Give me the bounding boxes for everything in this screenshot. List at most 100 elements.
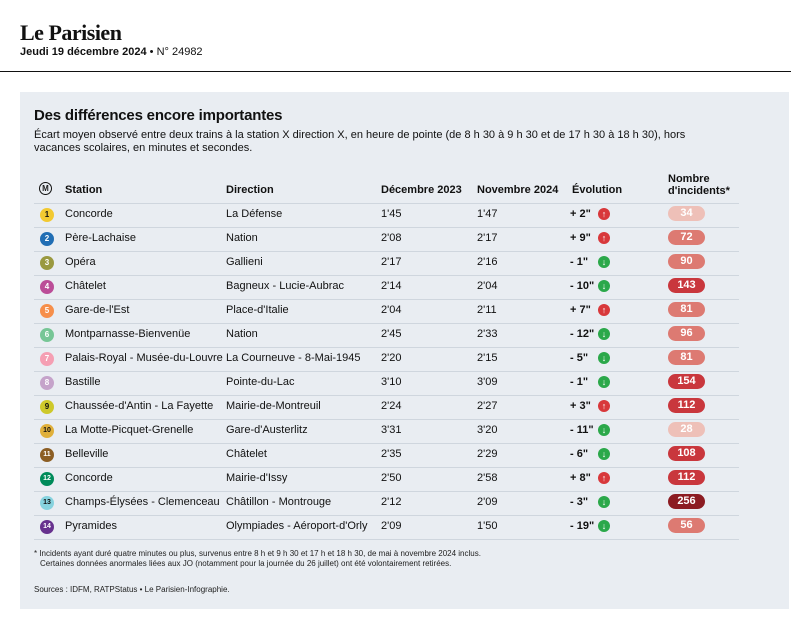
row-divider [34,539,739,540]
table-header-rule [34,203,739,204]
row-divider [34,347,739,348]
arrow-down-icon: ↓ [598,520,610,532]
table-row: 3 Opéra Gallieni 2'17 2'16 - 1" ↓ 90 [34,251,754,275]
incidents-value: 72 [668,230,705,245]
incidents-value: 256 [668,494,705,509]
line-badge: 7 [40,352,54,366]
chart-subtitle: Écart moyen observé entre deux trains à … [34,129,686,154]
dec2023-value: 2'50 [381,472,402,484]
dec2023-value: 2'08 [381,232,402,244]
station-name: Champs-Élysées - Clemenceau [65,496,220,508]
table-row: 13 Champs-Élysées - Clemenceau Châtillon -… [34,491,754,515]
line-badge: 12 [40,472,54,486]
table-row: 6 Montparnasse-Bienvenüe Nation 2'45 2'33 - 1… [34,323,754,347]
issue-number: N° 24982 [156,46,203,58]
row-divider [34,443,739,444]
incidents-value: 143 [668,278,705,293]
evolution-value: - 19" [570,520,595,532]
row-divider [34,227,739,228]
direction-name: Place-d'Italie [226,304,289,316]
nov2024-value: 2'15 [477,352,498,364]
evolution-value: + 9" [570,232,591,244]
line-badge: 2 [40,232,54,246]
incidents-value: 28 [668,422,705,437]
line-badge: 5 [40,304,54,318]
nov2024-value: 2'16 [477,256,498,268]
arrow-down-icon: ↓ [598,448,610,460]
line-badge: 3 [40,256,54,270]
row-divider [34,491,739,492]
station-name: Chaussée-d'Antin - La Fayette [65,400,214,412]
table-row: 2 Père-Lachaise Nation 2'08 2'17 + 9" ↑ 72 [34,227,754,251]
nov2024-value: 2'09 [477,496,498,508]
dec2023-value: 2'09 [381,520,402,532]
evolution-value: + 7" [570,304,591,316]
evolution-value: - 3" [570,496,589,508]
evolution-value: + 2" [570,208,591,220]
dec2023-value: 2'12 [381,496,402,508]
row-divider [34,419,739,420]
infographic-panel [20,92,789,609]
header-dec2023: Décembre 2023 [381,184,462,196]
line-badge: 10 [40,424,54,438]
dec2023-value: 3'31 [381,424,402,436]
evolution-value: - 12" [570,328,595,340]
evolution-value: - 10" [570,280,595,292]
nov2024-value: 1'50 [477,520,498,532]
station-name: Gare-de-l'Est [65,304,130,316]
issue-date: Jeudi 19 décembre 2024 [20,46,147,58]
arrow-down-icon: ↓ [598,496,610,508]
row-divider [34,395,739,396]
row-divider [34,371,739,372]
arrow-up-icon: ↑ [598,304,610,316]
table-row: 4 Châtelet Bagneux - Lucie-Aubrac 2'14 2'04 -… [34,275,754,299]
direction-name: Olympiades - Aéroport-d'Orly [226,520,368,532]
station-name: Châtelet [65,280,106,292]
station-name: Pyramides [65,520,117,532]
table-row: 11 Belleville Châtelet 2'35 2'29 - 6" ↓ 108 [34,443,754,467]
table-row: 10 La Motte-Picquet-Grenelle Gare-d'Auster… [34,419,754,443]
row-divider [34,323,739,324]
arrow-down-icon: ↓ [598,256,610,268]
incidents-value: 90 [668,254,705,269]
dec2023-value: 1'45 [381,208,402,220]
row-divider [34,299,739,300]
direction-name: Mairie-d'Issy [226,472,288,484]
station-name: Belleville [65,448,109,460]
dec2023-value: 3'10 [381,376,402,388]
dateline: Jeudi 19 décembre 2024 • N° 24982 [20,46,203,58]
nov2024-value: 2'29 [477,448,498,460]
direction-name: Mairie-de-Montreuil [226,400,321,412]
station-name: Bastille [65,376,101,388]
table-row: 5 Gare-de-l'Est Place-d'Italie 2'04 2'11 + 7"… [34,299,754,323]
evolution-value: - 1" [570,256,589,268]
station-name: Père-Lachaise [65,232,136,244]
line-badge: 13 [40,496,54,510]
sources: Sources : IDFM, RATPStatus • Le Parisien… [34,585,230,594]
row-divider [34,275,739,276]
table-row: 14 Pyramides Olympiades - Aéroport-d'Orly 2… [34,515,754,539]
arrow-down-icon: ↓ [598,352,610,364]
station-name: Concorde [65,208,113,220]
evolution-value: + 3" [570,400,591,412]
incidents-value: 112 [668,470,705,485]
row-divider [34,251,739,252]
direction-name: Châtelet [226,448,267,460]
arrow-down-icon: ↓ [598,376,610,388]
incidents-value: 154 [668,374,705,389]
line-badge: 9 [40,400,54,414]
dec2023-value: 2'45 [381,328,402,340]
line-badge: 4 [40,280,54,294]
newspaper-logo[interactable]: Le Parisien [20,20,122,45]
header-rule [0,71,791,72]
arrow-up-icon: ↑ [598,208,610,220]
incidents-value: 81 [668,302,705,317]
header-direction: Direction [226,184,274,196]
direction-name: La Courneuve - 8-Mai-1945 [226,352,361,364]
direction-name: Pointe-du-Lac [226,376,295,388]
chart-title: Des différences encore importantes [34,107,283,124]
header-evolution: Évolution [572,184,623,196]
evolution-value: - 5" [570,352,589,364]
arrow-down-icon: ↓ [598,424,610,436]
row-divider [34,515,739,516]
